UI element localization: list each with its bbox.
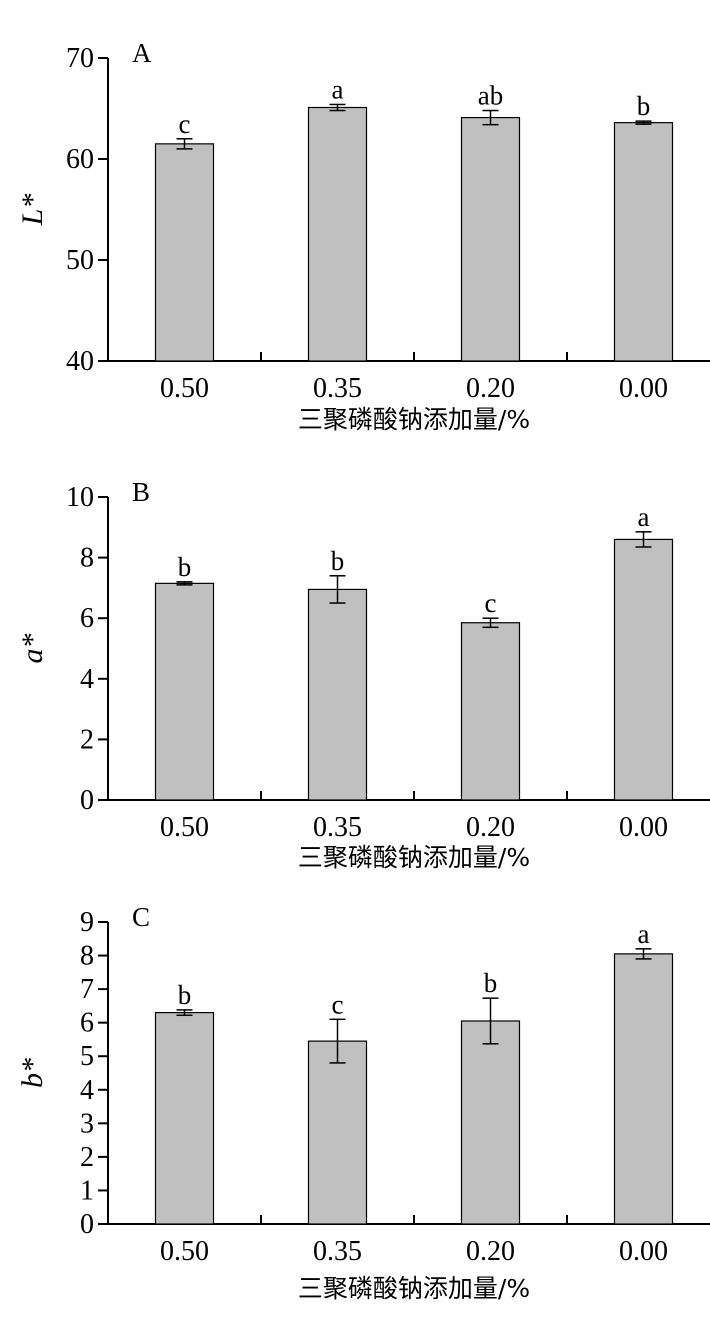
y-tick-label: 4: [80, 1075, 94, 1106]
bar-0.50: [154, 143, 215, 362]
significance-letter: b: [637, 91, 651, 121]
panel-letter: C: [132, 902, 150, 932]
bar-0.20: [460, 1020, 521, 1225]
y-tick-label: 2: [80, 724, 94, 755]
bar-0.00: [613, 122, 674, 362]
y-tick-label: 6: [80, 1008, 94, 1039]
y-tick-label: 3: [80, 1108, 94, 1139]
significance-letter: c: [179, 109, 191, 139]
x-axis-title: 三聚磷酸钠添加量/%: [298, 1274, 530, 1303]
y-tick-label: 6: [80, 603, 94, 634]
bar-0.20: [460, 116, 521, 362]
significance-letter: b: [178, 552, 192, 582]
y-axis-title: b*: [16, 1058, 49, 1088]
significance-letter: b: [331, 546, 345, 576]
bar-0.50: [154, 1011, 215, 1225]
significance-letter: ab: [478, 81, 503, 111]
y-tick-label: 0: [80, 785, 94, 816]
y-tick-label: 2: [80, 1142, 94, 1173]
y-tick-label: 50: [66, 245, 94, 276]
y-axis-title: a*: [16, 634, 49, 664]
x-category-label: 0.50: [160, 812, 209, 843]
significance-letter: b: [484, 968, 498, 998]
y-tick-label: 8: [80, 941, 94, 972]
x-category-label: 0.50: [160, 373, 209, 404]
y-tick-label: 10: [66, 482, 94, 513]
y-tick-label: 9: [80, 907, 94, 938]
x-category-label: 0.35: [313, 812, 362, 843]
x-category-label: 0.20: [466, 373, 515, 404]
y-tick-label: 5: [80, 1041, 94, 1072]
x-axis-title: 三聚磷酸钠添加量/%: [298, 405, 530, 434]
x-category-label: 0.50: [160, 1236, 209, 1267]
y-axis-title: L*: [16, 194, 49, 227]
bar-0.00: [613, 538, 674, 801]
x-category-label: 0.00: [619, 1236, 668, 1267]
x-category-label: 0.00: [619, 373, 668, 404]
x-category-label: 0.00: [619, 812, 668, 843]
panel-letter: A: [132, 38, 152, 68]
x-category-label: 0.35: [313, 1236, 362, 1267]
significance-letter: a: [638, 919, 650, 949]
significance-letter: c: [485, 588, 497, 618]
bar-0.35: [307, 106, 368, 362]
significance-letter: a: [332, 74, 344, 104]
y-tick-label: 1: [80, 1175, 94, 1206]
significance-letter: b: [178, 980, 192, 1010]
bar-0.20: [460, 622, 521, 801]
panel-letter: B: [132, 477, 150, 507]
significance-letter: c: [332, 989, 344, 1019]
y-tick-label: 4: [80, 664, 94, 695]
y-tick-label: 40: [66, 346, 94, 377]
chart-panel-a: 40 50 60 70 c 0.50 a 0.35 ab 0.20 b 0.00 A 三聚磷酸钠添加量/%…: [16, 38, 710, 434]
y-tick-label: 70: [66, 43, 94, 74]
x-category-label: 0.20: [466, 812, 515, 843]
bar-0.35: [307, 588, 368, 801]
x-axis-title: 三聚磷酸钠添加量/%: [298, 843, 530, 872]
y-tick-label: 7: [80, 974, 94, 1005]
y-tick-label: 0: [80, 1209, 94, 1240]
chart-panel-b: 0 2 4 6 8 10 b 0.50 b 0.35 c 0.20 a 0.00 B 三聚磷酸钠添加量/% a*: [16, 477, 710, 872]
y-tick-label: 60: [66, 144, 94, 175]
x-category-label: 0.35: [313, 373, 362, 404]
significance-letter: a: [638, 502, 650, 532]
bar-0.00: [613, 953, 674, 1225]
bar-0.50: [154, 582, 215, 801]
bar-0.35: [307, 1040, 368, 1225]
y-tick-label: 8: [80, 543, 94, 574]
x-category-label: 0.20: [466, 1236, 515, 1267]
